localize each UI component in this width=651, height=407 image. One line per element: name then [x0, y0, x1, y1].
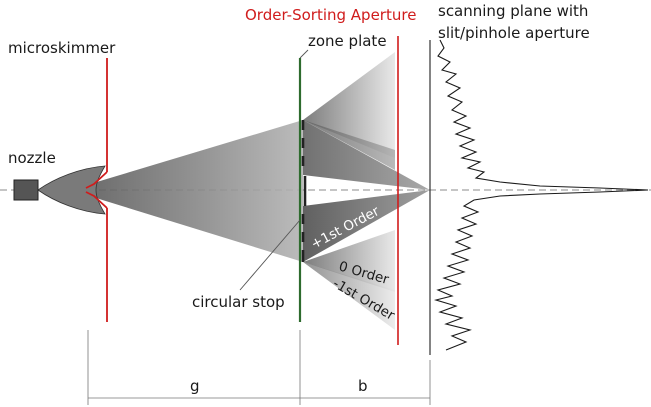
label-scanning-plane-line1: scanning plane with — [438, 2, 588, 20]
minus-first-order-fan — [303, 262, 395, 330]
label-dimension-b: b — [358, 377, 368, 395]
microskimmer — [85, 58, 108, 322]
zone-plate-leader — [299, 49, 309, 59]
nozzle — [13, 165, 106, 215]
label-microskimmer: microskimmer — [8, 39, 116, 57]
dimension-lines — [87, 330, 431, 405]
label-scanning-plane-line2: slit/pinhole aperture — [438, 24, 590, 42]
incident-beam-cone — [70, 120, 303, 262]
circular-stop — [301, 120, 307, 262]
zero-order-fan — [303, 230, 395, 292]
label-circular-stop: circular stop — [192, 293, 285, 311]
upper-focus-fan — [303, 120, 395, 170]
label-order-sorting-aperture: Order-Sorting Aperture — [245, 6, 416, 24]
label-nozzle: nozzle — [8, 149, 56, 167]
label-dimension-g: g — [190, 377, 200, 395]
circular-stop-leader — [239, 219, 301, 291]
intensity-profile-trace — [433, 39, 649, 351]
label-zone-plate: zone plate — [308, 32, 387, 50]
upper-diffraction-fan — [303, 52, 395, 158]
